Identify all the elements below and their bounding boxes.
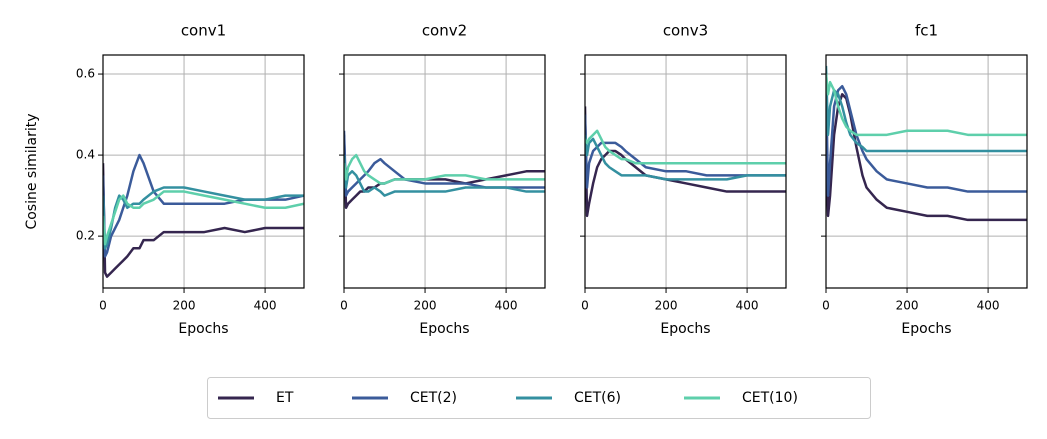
axes-frame <box>102 54 305 289</box>
x-tick-label: 400 <box>254 299 277 313</box>
series-line <box>103 163 304 278</box>
axes-frame <box>825 54 1028 289</box>
x-tick-label: 400 <box>495 299 518 313</box>
chart-title: fc1 <box>915 22 938 40</box>
y-tick-label: 0.2 <box>76 229 95 243</box>
x-tick-label: 400 <box>736 299 759 313</box>
x-tick-label: 0 <box>581 299 589 313</box>
x-tick-label: 200 <box>414 299 437 313</box>
series-line <box>826 65 1027 153</box>
axes-frame <box>343 54 546 289</box>
chart-title: conv1 <box>181 22 226 40</box>
y-tick-label: 0.4 <box>76 148 95 162</box>
x-tick-label: 0 <box>340 299 348 313</box>
chart-title: conv3 <box>663 22 708 40</box>
legend-label: CET(10) <box>742 390 798 406</box>
series-line <box>344 130 545 197</box>
series-line <box>585 114 786 189</box>
series-line <box>585 106 786 218</box>
series-line <box>826 73 1027 137</box>
y-axis-label: Cosine similarity <box>24 113 40 229</box>
x-tick-label: 0 <box>822 299 830 313</box>
x-tick-label: 400 <box>977 299 1000 313</box>
legend-label: CET(6) <box>574 390 621 406</box>
series-line <box>826 74 1027 197</box>
series-line <box>585 134 786 181</box>
series-line <box>103 153 304 258</box>
series-line <box>103 190 304 246</box>
x-tick-label: 200 <box>655 299 678 313</box>
legend-label: ET <box>276 390 294 406</box>
series-line <box>826 93 1027 222</box>
x-axis-label: Epochs <box>419 321 469 337</box>
x-axis-label: Epochs <box>660 321 710 337</box>
x-tick-label: 200 <box>896 299 919 313</box>
series-line <box>344 155 545 197</box>
x-axis-label: Epochs <box>178 321 228 337</box>
chart-title: conv2 <box>422 22 467 40</box>
x-tick-label: 200 <box>173 299 196 313</box>
series-line <box>344 134 545 210</box>
y-tick-label: 0.6 <box>76 67 95 81</box>
series-line <box>585 129 786 165</box>
axes-frame <box>584 54 787 289</box>
x-axis-label: Epochs <box>901 321 951 337</box>
x-tick-label: 0 <box>99 299 107 313</box>
legend-label: CET(2) <box>410 390 457 406</box>
series-line <box>344 153 545 185</box>
